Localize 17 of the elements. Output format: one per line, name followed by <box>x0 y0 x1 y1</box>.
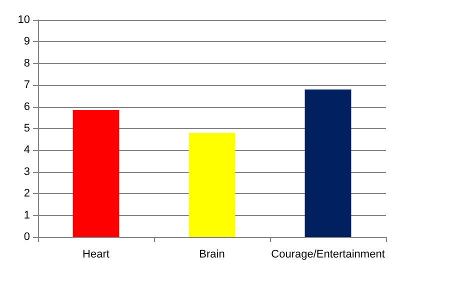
x-tick-label: Heart <box>82 248 110 260</box>
y-tick-label: 0 <box>24 231 30 243</box>
x-tick-label: Brain <box>199 248 225 260</box>
y-tick-label: 10 <box>18 14 30 26</box>
y-tick-label: 4 <box>24 144 30 156</box>
y-tick-label: 3 <box>24 166 30 178</box>
y-tick-label: 1 <box>24 209 30 222</box>
x-tick-label: Courage/Entertainment <box>271 248 385 260</box>
y-tick-label: 9 <box>24 36 30 48</box>
y-tick-label: 5 <box>24 122 30 134</box>
bar <box>188 132 236 237</box>
bar <box>72 110 120 237</box>
y-tick-label: 8 <box>24 57 30 70</box>
y-tick-label: 7 <box>24 79 30 92</box>
y-tick-label: 6 <box>24 100 30 113</box>
y-tick-label: 2 <box>24 188 30 200</box>
bar <box>304 89 352 237</box>
